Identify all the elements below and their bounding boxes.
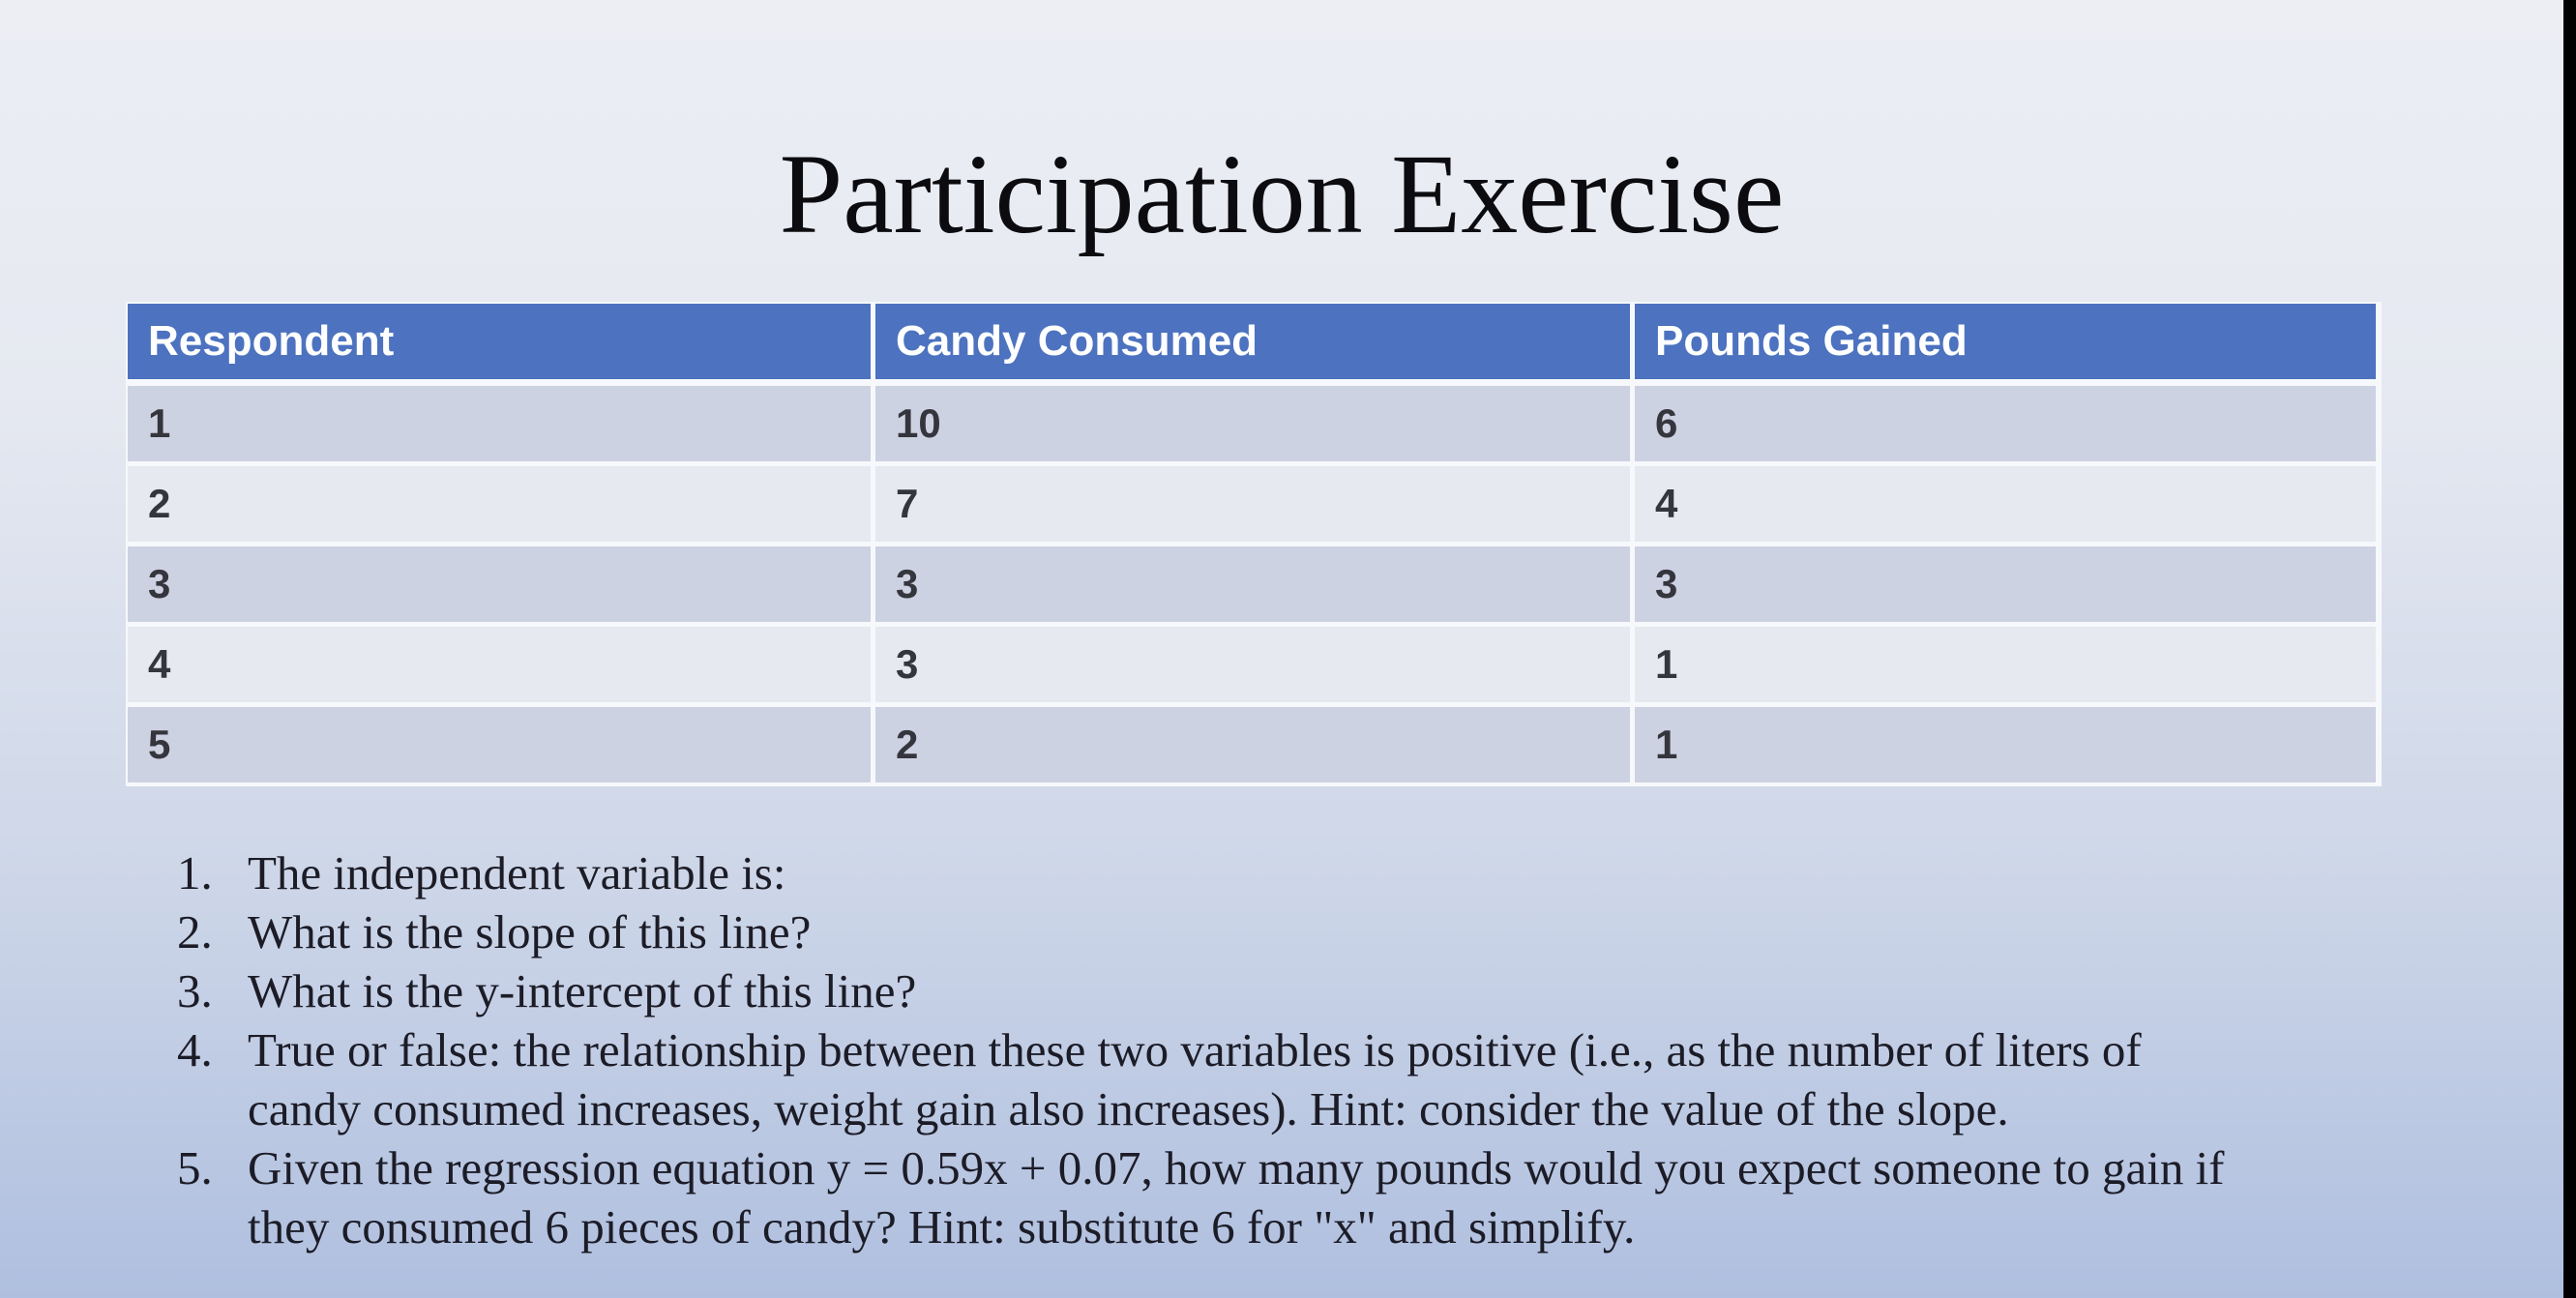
data-table: Respondent Candy Consumed Pounds Gained … [126, 302, 2382, 786]
table-cell: 4 [128, 627, 871, 702]
table-header-cell-pounds-gained: Pounds Gained [1635, 304, 2376, 379]
table-cell: 7 [875, 466, 1630, 542]
table-cell: 10 [875, 386, 1630, 461]
table-cell: 4 [1635, 466, 2376, 542]
question-text: What is the y-intercept of this line? [248, 964, 917, 1018]
table-row: 5 2 1 [128, 707, 2380, 782]
table-cell: 2 [128, 466, 871, 542]
table-header-cell-candy-consumed: Candy Consumed [875, 304, 1630, 379]
table-cell: 3 [875, 627, 1630, 702]
question-number: 5. [177, 1141, 213, 1195]
table-row: 3 3 3 [128, 546, 2380, 622]
table-cell: 3 [128, 546, 871, 622]
table-row: 2 7 4 [128, 466, 2380, 542]
question-item: 5. Given the regression equation y = 0.5… [177, 1138, 2431, 1256]
table-cell: 1 [1635, 627, 2376, 702]
screen-right-edge-bar [2563, 0, 2576, 1298]
question-item: 4. True or false: the relationship betwe… [177, 1020, 2431, 1138]
question-text: What is the slope of this line? [248, 905, 812, 959]
question-text: The independent variable is: [248, 846, 786, 900]
question-text: True or false: the relationship between … [248, 1023, 2142, 1136]
table-row: 1 10 6 [128, 386, 2380, 461]
table-cell: 1 [128, 386, 871, 461]
table-cell: 5 [128, 707, 871, 782]
table-header-row: Respondent Candy Consumed Pounds Gained [128, 304, 2380, 379]
question-item: 1. The independent variable is: [177, 843, 2431, 902]
question-number: 1. [177, 846, 213, 900]
table-cell: 3 [1635, 546, 2376, 622]
table-header-cell-respondent: Respondent [128, 304, 871, 379]
question-number: 3. [177, 964, 213, 1018]
question-item: 2. What is the slope of this line? [177, 902, 2431, 961]
questions-list: 1. The independent variable is: 2. What … [177, 843, 2431, 1256]
table-cell: 3 [875, 546, 1630, 622]
question-number: 4. [177, 1023, 213, 1077]
table-row: 4 3 1 [128, 627, 2380, 702]
question-number: 2. [177, 905, 213, 959]
table-cell: 2 [875, 707, 1630, 782]
table-cell: 1 [1635, 707, 2376, 782]
table-cell: 6 [1635, 386, 2376, 461]
question-text: Given the regression equation y = 0.59x … [248, 1141, 2225, 1254]
slide-title: Participation Exercise [779, 131, 1785, 258]
question-item: 3. What is the y-intercept of this line? [177, 961, 2431, 1020]
